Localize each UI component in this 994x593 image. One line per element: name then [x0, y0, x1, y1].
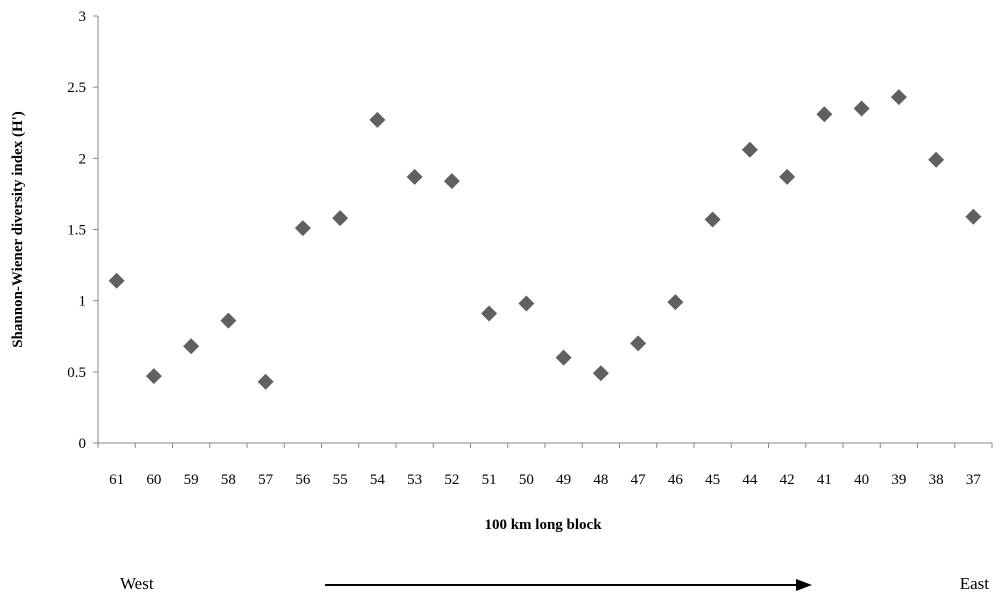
- data-point: [406, 168, 423, 185]
- x-tick-label: 37: [966, 472, 982, 488]
- data-point: [592, 365, 609, 382]
- data-point: [183, 338, 200, 355]
- x-tick-label: 60: [146, 472, 161, 488]
- east-label: East: [960, 574, 990, 593]
- y-tick-label: 0.5: [67, 365, 86, 381]
- data-point: [555, 349, 572, 366]
- x-tick-label: 56: [295, 472, 311, 488]
- x-tick-label: 58: [221, 472, 236, 488]
- data-point: [890, 89, 907, 106]
- x-tick-label: 49: [556, 472, 571, 488]
- x-tick-label: 61: [109, 472, 124, 488]
- data-point: [108, 272, 125, 289]
- data-point: [443, 173, 460, 190]
- data-point: [294, 220, 311, 237]
- data-point: [145, 368, 162, 385]
- y-tick-label: 2.5: [67, 80, 86, 96]
- x-tick-label: 51: [482, 472, 497, 488]
- data-point: [257, 373, 274, 390]
- data-point: [630, 335, 647, 352]
- data-points: [108, 89, 982, 390]
- x-tick-label: 46: [668, 472, 684, 488]
- data-point: [816, 106, 833, 123]
- x-tick-label: 55: [333, 472, 348, 488]
- data-point: [369, 111, 386, 128]
- x-tick-label: 41: [817, 472, 832, 488]
- x-tick-label: 59: [184, 472, 199, 488]
- x-tick-label: 52: [444, 472, 459, 488]
- x-tick-label: 45: [705, 472, 720, 488]
- y-tick-label: 3: [79, 9, 87, 25]
- x-axis: 61 60 59 58 57 56 55 54 53 52 51 50 49 48 47 46 45 44 42 41…: [97, 442, 993, 488]
- x-tick-label: 50: [519, 472, 534, 488]
- y-tick-label: 2: [79, 151, 87, 167]
- y-axis-title: Shannon-Wiener diversity index (H'): [10, 111, 26, 348]
- x-tick-label: 40: [854, 472, 869, 488]
- x-tick-label: 44: [742, 472, 758, 488]
- y-axis: 0 0.5 1 1.5 2 2.5 3: [67, 9, 99, 452]
- data-point: [928, 151, 945, 168]
- data-point: [220, 312, 237, 329]
- y-tick-label: 0: [79, 436, 87, 452]
- y-tick-label: 1.5: [67, 223, 86, 239]
- data-point: [481, 305, 498, 322]
- west-label: West: [120, 574, 154, 593]
- x-tick-label: 57: [258, 472, 274, 488]
- x-tick-label: 54: [370, 472, 386, 488]
- data-point: [779, 168, 796, 185]
- data-point: [741, 141, 758, 158]
- data-point: [853, 100, 870, 117]
- x-tick-label: 47: [631, 472, 647, 488]
- data-point: [667, 294, 684, 311]
- x-axis-title: 100 km long block: [484, 517, 602, 533]
- data-point: [704, 211, 721, 228]
- data-point: [332, 210, 349, 227]
- x-tick-label: 39: [891, 472, 906, 488]
- direction-arrow-head: [796, 579, 812, 591]
- data-point: [965, 208, 982, 225]
- x-tick-label: 48: [593, 472, 608, 488]
- x-tick-label: 38: [929, 472, 944, 488]
- y-tick-label: 1: [79, 294, 87, 310]
- data-point: [518, 295, 535, 312]
- x-tick-label: 53: [407, 472, 422, 488]
- x-tick-label: 42: [780, 472, 795, 488]
